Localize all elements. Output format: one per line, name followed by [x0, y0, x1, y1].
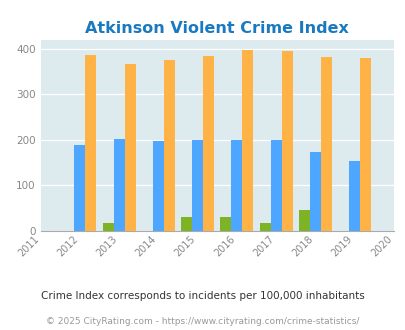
Bar: [124, 64, 135, 231]
Bar: [85, 55, 96, 231]
Bar: [270, 140, 281, 231]
Bar: [320, 57, 331, 231]
Bar: [152, 141, 164, 231]
Bar: [348, 161, 359, 231]
Bar: [309, 152, 320, 231]
Bar: [164, 60, 175, 231]
Bar: [359, 58, 370, 231]
Bar: [202, 56, 213, 231]
Bar: [231, 140, 242, 231]
Bar: [192, 140, 202, 231]
Bar: [113, 139, 124, 231]
Bar: [220, 217, 231, 231]
Bar: [298, 210, 309, 231]
Bar: [242, 50, 253, 231]
Bar: [259, 223, 270, 231]
Bar: [74, 145, 85, 231]
Bar: [102, 223, 113, 231]
Title: Atkinson Violent Crime Index: Atkinson Violent Crime Index: [85, 21, 348, 36]
Text: © 2025 CityRating.com - https://www.cityrating.com/crime-statistics/: © 2025 CityRating.com - https://www.city…: [46, 317, 359, 326]
Bar: [181, 217, 192, 231]
Text: Crime Index corresponds to incidents per 100,000 inhabitants: Crime Index corresponds to incidents per…: [41, 291, 364, 301]
Bar: [281, 51, 292, 231]
